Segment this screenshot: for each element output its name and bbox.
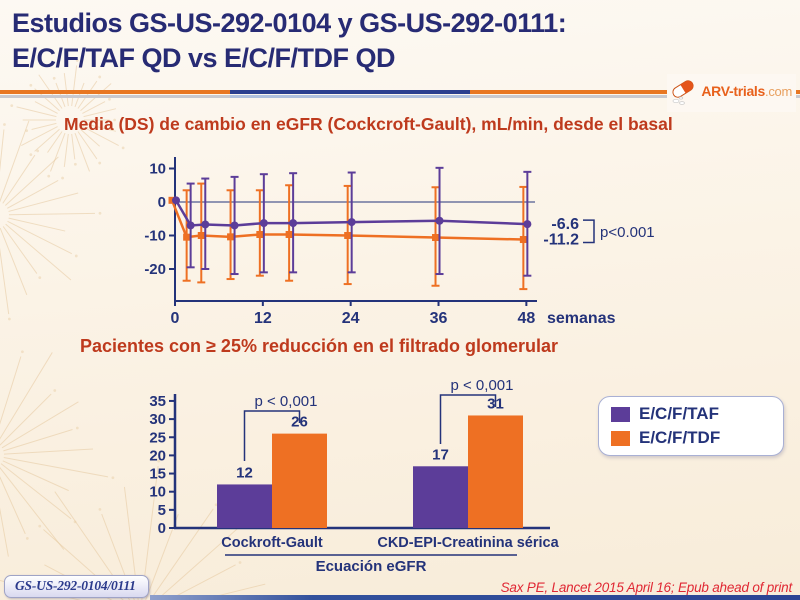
svg-text:10: 10 [149, 161, 166, 178]
end-label-taf: -6.6 [551, 216, 579, 233]
chart-legend: E/C/F/TAF E/C/F/TDF [598, 396, 784, 456]
end-label-tdf: -11.2 [543, 232, 579, 249]
legend-swatch-taf [611, 406, 630, 422]
legend-item-tdf: E/C/F/TDF [611, 428, 773, 448]
svg-text:25: 25 [149, 429, 166, 446]
svg-text:36: 36 [430, 310, 448, 327]
x-axis-label: semanas [547, 310, 616, 327]
legend-label-taf: E/C/F/TAF [639, 404, 719, 423]
section1-heading: Media (DS) de cambio en eGFR (Cockcroft-… [64, 114, 673, 134]
legend-label-tdf: E/C/F/TDF [639, 428, 721, 447]
series-e-c-f-taf [172, 166, 532, 277]
svg-text:10: 10 [149, 484, 166, 501]
slide-title: Estudios GS-US-292-0104 y GS-US-292-0111… [12, 6, 702, 76]
logo-com-suffix: .com [765, 84, 792, 99]
svg-text:0: 0 [171, 310, 180, 327]
legend-swatch-tdf [611, 430, 630, 446]
p-value-bracket [583, 219, 595, 244]
slide-title-line1: Estudios GS-US-292-0104 y GS-US-292-0111… [12, 8, 567, 38]
slide-title-line2: E/C/F/TAF QD vs E/C/F/TDF QD [12, 43, 396, 74]
bottom-accent-bar [150, 595, 800, 600]
bar-e-c-f-tdf [468, 415, 523, 528]
svg-text:-20: -20 [144, 261, 166, 278]
svg-text:24: 24 [342, 310, 360, 327]
svg-text:12: 12 [254, 310, 272, 327]
svg-text:30: 30 [149, 411, 166, 428]
bar-value-label: 12 [236, 464, 253, 481]
svg-text:48: 48 [517, 310, 535, 327]
egfr-line-chart: 10 0 -10 -20 0 12 24 36 48 semanas -6.6-11.2 p<0.00… [144, 157, 655, 327]
svg-text:15: 15 [149, 466, 166, 483]
bar-e-c-f-tdf [272, 433, 327, 528]
category-label: CKD-EPI-Creatinina sérica [377, 535, 559, 551]
logo-text: ARV-trials.com [701, 83, 792, 99]
p-value-label: p<0.001 [600, 224, 655, 241]
bar-e-c-f-taf [413, 466, 468, 528]
bar-value-label: 17 [432, 446, 449, 463]
svg-text:0: 0 [158, 194, 166, 211]
arv-trials-logo[interactable]: ARV-trials.com [667, 74, 796, 112]
title-separator [0, 90, 800, 98]
bar-e-c-f-taf [217, 484, 272, 528]
pill-icon [672, 80, 694, 105]
p-value-bracket [243, 410, 301, 461]
citation-text: Sax PE, Lancet 2015 April 16; Epub ahead… [500, 580, 793, 595]
group-axis-label: Ecuación eGFR [316, 558, 427, 575]
svg-text:5: 5 [158, 502, 166, 519]
section2-heading: Pacientes con ≥ 25% reducción en el filt… [80, 336, 559, 356]
study-id-badge: GS-US-292-0104/0111 [4, 575, 149, 598]
svg-text:0: 0 [158, 520, 166, 537]
legend-item-taf: E/C/F/TAF [611, 404, 773, 424]
category-label: Cockroft-Gault [221, 535, 323, 551]
svg-text:35: 35 [149, 393, 166, 410]
svg-text:-10: -10 [144, 228, 166, 245]
p-value-label: p < 0,001 [451, 377, 514, 394]
p-value-label: p < 0,001 [255, 393, 318, 410]
svg-text:20: 20 [149, 447, 166, 464]
p-value-bracket [439, 394, 497, 444]
